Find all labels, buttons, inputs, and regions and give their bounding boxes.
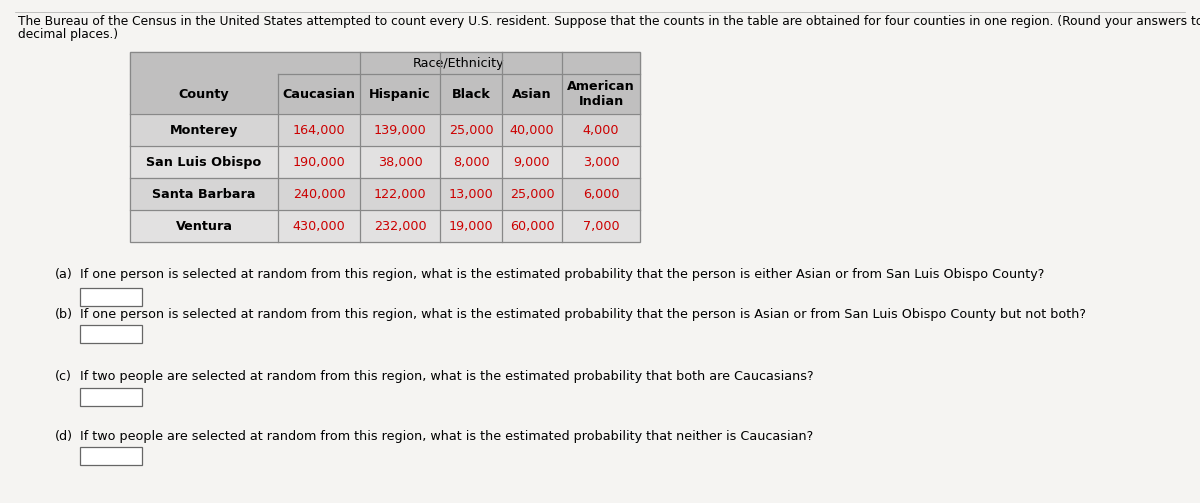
- Text: Monterey: Monterey: [170, 124, 238, 136]
- Text: Hispanic: Hispanic: [370, 88, 431, 101]
- Text: 240,000: 240,000: [293, 188, 346, 201]
- Bar: [130, 178, 640, 210]
- Text: 8,000: 8,000: [452, 155, 490, 169]
- Bar: [130, 210, 640, 242]
- Text: 40,000: 40,000: [510, 124, 554, 136]
- Text: Ventura: Ventura: [175, 219, 233, 232]
- Text: (b): (b): [55, 308, 73, 321]
- Text: 3,000: 3,000: [583, 155, 619, 169]
- Bar: [80, 447, 142, 465]
- Bar: [130, 52, 640, 74]
- Text: 122,000: 122,000: [373, 188, 426, 201]
- Text: If one person is selected at random from this region, what is the estimated prob: If one person is selected at random from…: [80, 268, 1044, 281]
- Bar: [130, 74, 640, 114]
- Text: 190,000: 190,000: [293, 155, 346, 169]
- Text: 4,000: 4,000: [583, 124, 619, 136]
- Text: If two people are selected at random from this region, what is the estimated pro: If two people are selected at random fro…: [80, 430, 814, 443]
- Bar: [80, 388, 142, 406]
- Text: 7,000: 7,000: [583, 219, 619, 232]
- Text: 232,000: 232,000: [373, 219, 426, 232]
- Text: decimal places.): decimal places.): [18, 28, 118, 41]
- Text: Asian: Asian: [512, 88, 552, 101]
- Text: 19,000: 19,000: [449, 219, 493, 232]
- Text: 25,000: 25,000: [449, 124, 493, 136]
- Text: If two people are selected at random from this region, what is the estimated pro: If two people are selected at random fro…: [80, 370, 814, 383]
- Text: 164,000: 164,000: [293, 124, 346, 136]
- Bar: [80, 325, 142, 343]
- Text: 9,000: 9,000: [514, 155, 551, 169]
- Text: 430,000: 430,000: [293, 219, 346, 232]
- Text: Caucasian: Caucasian: [282, 88, 355, 101]
- Text: Santa Barbara: Santa Barbara: [152, 188, 256, 201]
- Text: The Bureau of the Census in the United States attempted to count every U.S. resi: The Bureau of the Census in the United S…: [18, 15, 1200, 28]
- Text: 60,000: 60,000: [510, 219, 554, 232]
- Bar: [130, 114, 640, 146]
- Bar: [130, 146, 640, 178]
- Text: San Luis Obispo: San Luis Obispo: [146, 155, 262, 169]
- Text: (a): (a): [55, 268, 73, 281]
- Text: American
Indian: American Indian: [568, 80, 635, 108]
- Bar: [80, 288, 142, 306]
- Text: If one person is selected at random from this region, what is the estimated prob: If one person is selected at random from…: [80, 308, 1086, 321]
- Text: (c): (c): [55, 370, 72, 383]
- Text: 25,000: 25,000: [510, 188, 554, 201]
- Text: 139,000: 139,000: [373, 124, 426, 136]
- Bar: [130, 52, 640, 242]
- Text: 13,000: 13,000: [449, 188, 493, 201]
- Text: (d): (d): [55, 430, 73, 443]
- Text: 38,000: 38,000: [378, 155, 422, 169]
- Text: 6,000: 6,000: [583, 188, 619, 201]
- Text: County: County: [179, 88, 229, 101]
- Text: Black: Black: [451, 88, 491, 101]
- Text: Race/Ethnicity: Race/Ethnicity: [413, 56, 505, 69]
